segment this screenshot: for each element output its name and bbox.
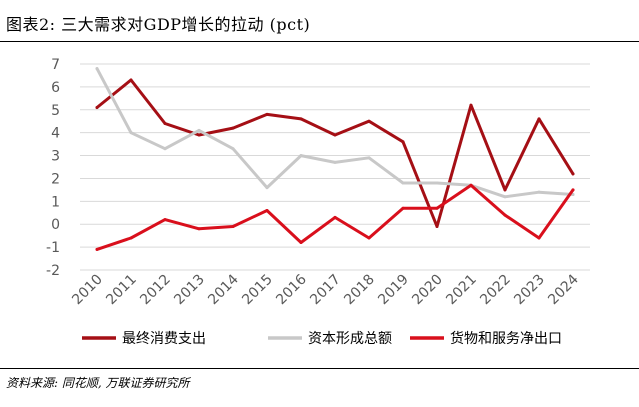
data-point: [503, 188, 507, 192]
data-point: [435, 181, 439, 185]
y-tick-label: -1: [46, 240, 60, 256]
data-point: [333, 160, 337, 164]
y-tick-label: 0: [51, 217, 60, 233]
y-tick-label: 2: [51, 171, 60, 187]
data-point: [367, 236, 371, 240]
data-point: [469, 103, 473, 107]
data-point: [367, 119, 371, 123]
data-point: [503, 213, 507, 217]
x-tick-label: 2020: [409, 272, 446, 309]
series-line-1: [95, 78, 575, 228]
data-point: [299, 154, 303, 158]
legend-label: 货物和服务净出口: [450, 330, 562, 347]
x-tick-label: 2015: [239, 272, 276, 309]
series-lines: [95, 67, 575, 251]
y-tick-label: 5: [51, 103, 60, 119]
data-point: [571, 188, 575, 192]
data-point: [537, 190, 541, 194]
gridlines: [80, 63, 590, 271]
data-point: [163, 122, 167, 126]
y-axis-ticks: -2 -1 0 1 2 3 4 5 6 7: [46, 57, 60, 279]
y-tick-label: 6: [51, 80, 60, 96]
data-point: [571, 192, 575, 196]
data-point: [469, 183, 473, 187]
data-point: [95, 247, 99, 251]
x-tick-label: 2017: [307, 272, 344, 309]
data-point: [129, 131, 133, 135]
data-point: [537, 117, 541, 121]
data-point: [129, 78, 133, 82]
data-point: [571, 172, 575, 176]
x-tick-label: 2024: [545, 271, 582, 308]
y-tick-label: -2: [46, 263, 60, 279]
source-note: 资料来源: 同花顺, 万联证券研究所: [6, 376, 190, 390]
x-tick-label: 2019: [375, 272, 412, 309]
data-point: [265, 208, 269, 212]
data-point: [231, 225, 235, 229]
data-point: [265, 112, 269, 116]
x-tick-label: 2014: [205, 271, 242, 308]
x-tick-label: 2018: [341, 272, 378, 309]
figure-title: 图表2: 三大需求对GDP增长的拉动 (pct): [6, 15, 311, 34]
data-point: [95, 67, 99, 71]
data-point: [197, 128, 201, 132]
data-point: [503, 195, 507, 199]
data-point: [367, 156, 371, 160]
y-tick-label: 7: [51, 57, 60, 73]
data-point: [401, 181, 405, 185]
data-point: [197, 227, 201, 231]
x-tick-label: 2016: [273, 271, 310, 308]
data-point: [435, 225, 439, 229]
data-point: [231, 147, 235, 151]
data-point: [299, 241, 303, 245]
data-point: [265, 186, 269, 190]
data-point: [333, 215, 337, 219]
y-tick-label: 3: [51, 149, 60, 165]
title-bar: 图表2: 三大需求对GDP增长的拉动 (pct): [0, 0, 639, 42]
x-tick-label: 2012: [137, 272, 174, 309]
data-point: [231, 126, 235, 130]
data-point: [197, 133, 201, 137]
legend: 最终消费支出 资本形成总额 货物和服务净出口: [82, 330, 562, 347]
data-point: [299, 117, 303, 121]
bottom-rule: [0, 368, 639, 369]
data-point: [129, 236, 133, 240]
legend-label: 最终消费支出: [122, 331, 206, 347]
x-tick-label: 2010: [69, 272, 106, 309]
data-point: [333, 133, 337, 137]
data-point: [95, 105, 99, 109]
legend-label: 资本形成总额: [308, 331, 392, 347]
x-tick-label: 2023: [511, 272, 548, 309]
data-point: [435, 206, 439, 210]
data-point: [163, 147, 167, 151]
x-tick-label: 2021: [443, 272, 480, 309]
data-point: [401, 140, 405, 144]
x-tick-label: 2011: [103, 272, 140, 309]
x-tick-label: 2022: [477, 272, 514, 309]
x-tick-label: 2013: [171, 272, 208, 309]
x-axis-ticks: 2010201120122013201420152016201720182019…: [69, 271, 582, 308]
y-tick-label: 1: [51, 194, 60, 210]
data-point: [163, 218, 167, 222]
y-tick-label: 4: [51, 126, 60, 142]
data-point: [401, 206, 405, 210]
data-point: [537, 236, 541, 240]
